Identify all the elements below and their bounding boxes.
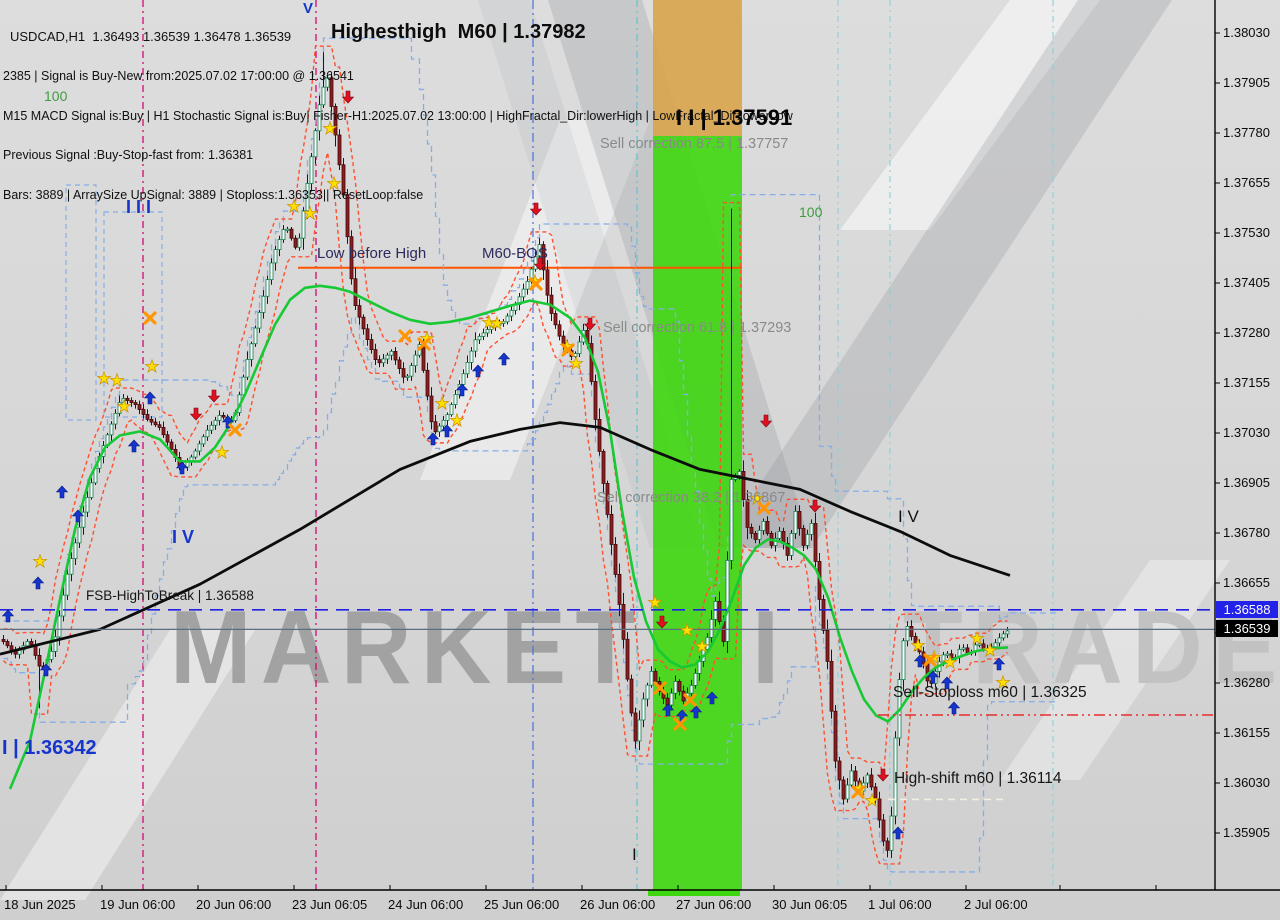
ma-slow-black: [0, 421, 1011, 656]
price-axis-label: 1.37905: [1223, 75, 1270, 90]
time-axis-label: 26 Jun 06:00: [580, 897, 656, 912]
time-axis-label: 20 Jun 06:00: [196, 897, 272, 912]
svg-text:★: ★: [116, 397, 131, 417]
svg-text:★: ★: [995, 673, 1010, 693]
svg-text:★: ★: [322, 119, 337, 139]
price-axis-label: 1.37405: [1223, 275, 1270, 290]
indicator-signals-line: M15 MACD Signal is:Buy | H1 Stochastic S…: [3, 108, 793, 123]
price-axis-label: 1.35905: [1223, 825, 1270, 840]
price-axis-label: 1.37155: [1223, 375, 1270, 390]
svg-text:★: ★: [286, 197, 301, 217]
ea-comment-block: USDCAD,H1 1.36493 1.36539 1.36478 1.3653…: [3, 4, 793, 228]
time-axis-label: 18 Jun 2025: [4, 897, 76, 912]
time-axis-label: 27 Jun 06:00: [676, 897, 752, 912]
time-axis-label: 23 Jun 06:05: [292, 897, 368, 912]
svg-text:★: ★: [434, 394, 449, 414]
candles: [1, 52, 1010, 858]
time-axis-label: 1 Jul 06:00: [868, 897, 932, 912]
svg-text:★: ★: [568, 354, 583, 374]
time-axis-label: 30 Jun 06:05: [772, 897, 848, 912]
svg-text:★: ★: [942, 653, 957, 673]
price-axis-label: 1.37280: [1223, 325, 1270, 340]
price-axis-highlight: 1.36539: [1216, 620, 1278, 638]
time-axis-label: 19 Jun 06:00: [100, 897, 176, 912]
signal-markers: ★★★★★★★★★★★★★★★★★★★★★★★★★★★★★★: [1, 90, 1011, 840]
previous-signal-line: Previous Signal :Buy-Stop-fast from: 1.3…: [3, 148, 254, 163]
svg-text:★: ★: [449, 411, 464, 431]
svg-text:★: ★: [214, 443, 229, 463]
svg-text:★: ★: [489, 314, 504, 334]
svg-text:★: ★: [982, 641, 997, 661]
axes: [0, 0, 1280, 891]
time-axis-label: 24 Jun 06:00: [388, 897, 464, 912]
price-axis[interactable]: 1.38030 1.37905 1.37780 1.37655 1.37530 1.374…: [1215, 0, 1280, 890]
svg-text:★: ★: [694, 637, 709, 657]
svg-text:★: ★: [302, 204, 317, 224]
price-axis-label: 1.38030: [1223, 25, 1270, 40]
highesthigh-label: Highesthigh M60 | 1.37982: [331, 21, 586, 43]
symbol-ohlc-line: USDCAD,H1 1.36493 1.36539 1.36478 1.3653…: [10, 29, 292, 45]
svg-text:★: ★: [679, 621, 694, 641]
svg-text:★: ★: [326, 174, 341, 194]
bars-info-line: Bars: 3889 | ArraySize UpSignal: 3889 | …: [3, 187, 424, 202]
envelope-lines: [3, 45, 1008, 865]
price-axis-label: 1.37030: [1223, 425, 1270, 440]
time-axis-label: 2 Jul 06:00: [964, 897, 1028, 912]
svg-text:★: ★: [96, 369, 111, 389]
svg-text:★: ★: [109, 371, 124, 391]
moving-averages: [0, 284, 1011, 790]
svg-text:★: ★: [144, 357, 159, 377]
price-axis-label: 1.36905: [1223, 475, 1270, 490]
svg-text:★: ★: [481, 313, 496, 333]
svg-text:★: ★: [969, 629, 984, 649]
svg-text:★: ★: [864, 791, 879, 811]
price-axis-label: 1.37780: [1223, 125, 1270, 140]
svg-text:★: ★: [647, 593, 662, 613]
price-axis-highlight: 1.36588: [1216, 600, 1278, 618]
price-axis-label: 1.37530: [1223, 225, 1270, 240]
time-axis[interactable]: 18 Jun 2025 19 Jun 06:00 20 Jun 06:00 23 Ju…: [0, 891, 1280, 920]
price-axis-label: 1.36030: [1223, 775, 1270, 790]
time-axis-label: 25 Jun 06:00: [484, 897, 560, 912]
price-axis-label: 1.36280: [1223, 675, 1270, 690]
svg-text:★: ★: [910, 636, 925, 656]
price-axis-label: 1.37655: [1223, 175, 1270, 190]
price-axis-label: 1.36155: [1223, 725, 1270, 740]
price-axis-label: 1.36655: [1223, 575, 1270, 590]
signal-line: 2385 | Signal is Buy-New from:2025.07.02…: [3, 69, 354, 84]
svg-text:★: ★: [32, 552, 47, 572]
price-axis-label: 1.36780: [1223, 525, 1270, 540]
ma-fast-green: [8, 284, 1009, 790]
signal-hlines: [0, 608, 1215, 801]
